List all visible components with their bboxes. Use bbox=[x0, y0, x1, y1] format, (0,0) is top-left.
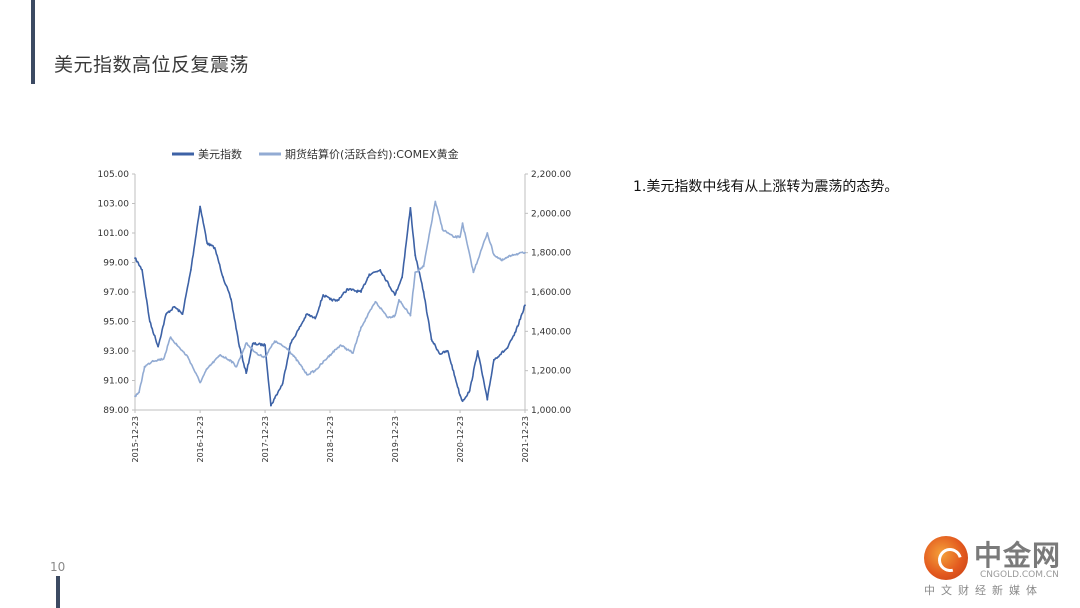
legend-label-dxy: 美元指数 bbox=[198, 147, 242, 161]
x-axis-tick-label: 2017-12-23 bbox=[261, 416, 270, 463]
left-axis-tick-label: 101.00 bbox=[98, 229, 130, 239]
logo-subtitle: 中文财经新媒体 bbox=[924, 584, 1043, 597]
page-number: 10 bbox=[50, 560, 66, 574]
left-axis-tick-label: 103.00 bbox=[98, 200, 130, 210]
right-axis-tick-label: 2,000.00 bbox=[531, 209, 571, 219]
logo-url: CNGOLD.COM.CN bbox=[980, 570, 1059, 580]
gold-series-line bbox=[134, 200, 526, 398]
legend-label-gold: 期货结算价(活跃合约):COMEX黄金 bbox=[285, 147, 459, 161]
x-axis-tick-label: 2019-12-23 bbox=[391, 416, 400, 463]
dxy-series-line bbox=[134, 205, 526, 407]
dxy-gold-line-chart: 美元指数 期货结算价(活跃合约):COMEX黄金 105.00 103.00 101… bbox=[98, 147, 572, 463]
title-accent-bar bbox=[31, 0, 35, 84]
right-axis-tick-label: 1,000.00 bbox=[531, 406, 571, 416]
chart-container: 美元指数 期货结算价(活跃合约):COMEX黄金 105.00 103.00 101… bbox=[80, 138, 600, 468]
cngold-logo: 中金网 CNGOLD.COM.CN 中文财经新媒体 bbox=[918, 532, 1068, 602]
left-axis-tick-label: 91.00 bbox=[103, 377, 129, 387]
right-axis-tick-label: 1,800.00 bbox=[531, 249, 571, 259]
logo-name: 中金网 bbox=[974, 539, 1062, 572]
right-axis-tick-label: 1,600.00 bbox=[531, 288, 571, 298]
left-axis-tick-label: 93.00 bbox=[103, 347, 129, 357]
x-axis-tick-label: 2018-12-23 bbox=[326, 416, 335, 463]
footer-accent-bar bbox=[56, 576, 60, 608]
x-axis-tick-label: 2021-12-23 bbox=[521, 416, 530, 463]
chart-legend: 美元指数 期货结算价(活跃合约):COMEX黄金 bbox=[172, 147, 459, 161]
left-axis-tick-label: 95.00 bbox=[103, 318, 129, 328]
right-axis-tick-label: 2,200.00 bbox=[531, 170, 571, 180]
slide-title: 美元指数高位反复震荡 bbox=[54, 54, 250, 76]
left-axis-tick-label: 99.00 bbox=[103, 259, 129, 269]
left-axis-tick-label: 97.00 bbox=[103, 288, 129, 298]
bullet-point-text: 1.美元指数中线有从上涨转为震荡的态势。 bbox=[633, 179, 899, 195]
right-axis-tick-label: 1,400.00 bbox=[531, 327, 571, 337]
right-axis-tick-label: 1,200.00 bbox=[531, 367, 571, 377]
left-axis-tick-label: 89.00 bbox=[103, 406, 129, 416]
swirl-logo-icon bbox=[924, 536, 968, 580]
x-axis-tick-label: 2016-12-23 bbox=[196, 416, 205, 463]
chart-axes: 105.00 103.00 101.00 99.00 97.00 95.00 93.00 91… bbox=[98, 170, 572, 463]
x-axis-tick-label: 2020-12-23 bbox=[456, 416, 465, 463]
x-axis-tick-label: 2015-12-23 bbox=[131, 416, 140, 463]
left-axis-tick-label: 105.00 bbox=[98, 170, 130, 180]
series-layer bbox=[134, 200, 526, 407]
